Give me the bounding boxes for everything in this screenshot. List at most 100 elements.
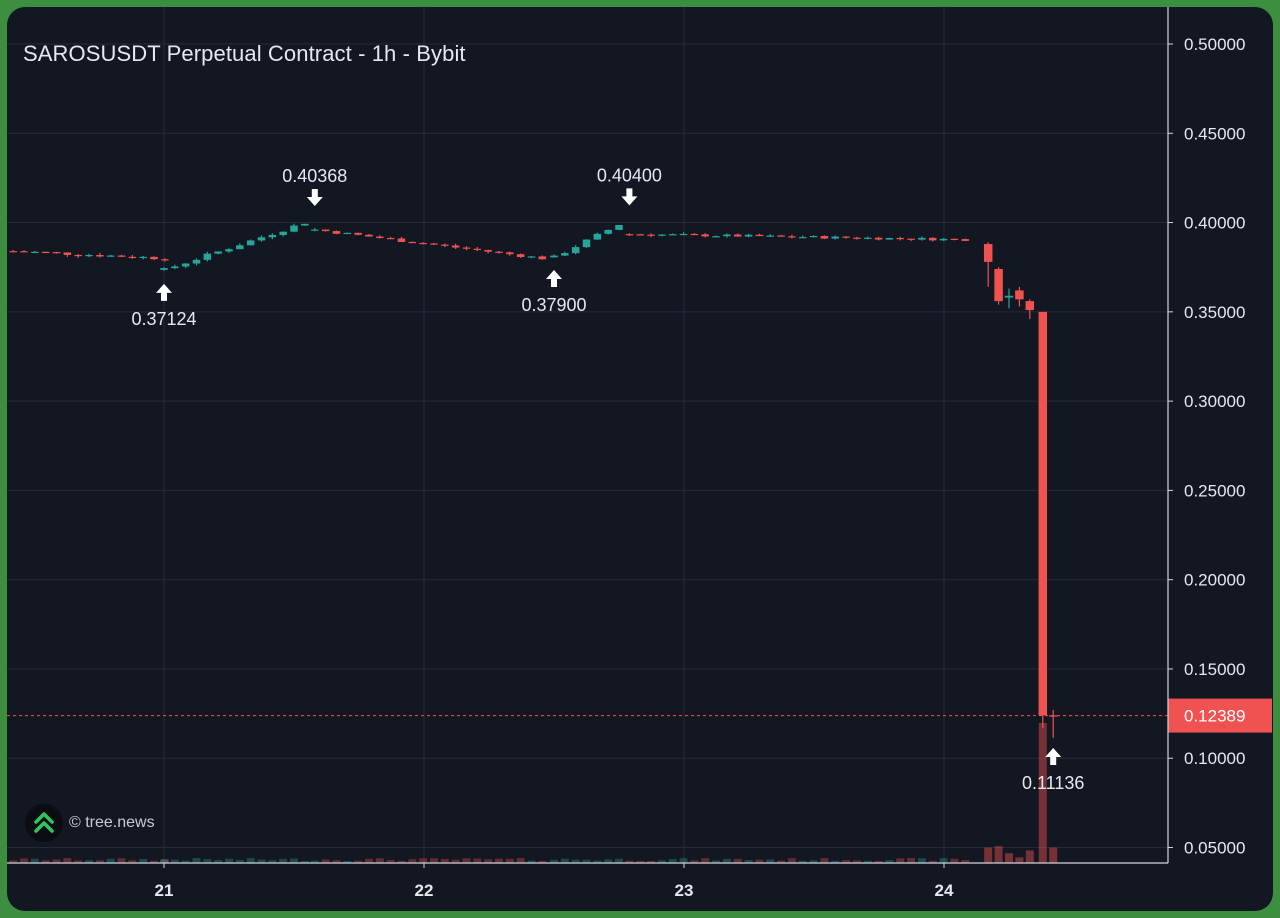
annotation-label: 0.11136	[1022, 773, 1084, 793]
volume-bar	[787, 858, 796, 863]
volume-bar	[1025, 850, 1034, 863]
candle-body	[885, 237, 894, 240]
candle-body	[593, 233, 602, 240]
volume-bar	[279, 858, 288, 863]
volume-bar	[300, 860, 309, 863]
y-tick-label: 0.35000	[1184, 303, 1245, 322]
volume-bar	[820, 858, 829, 863]
chart-title: SAROSUSDT Perpetual Contract - 1h - Bybi…	[23, 41, 466, 66]
candle-body	[506, 252, 514, 255]
candle-body	[658, 234, 666, 236]
candle-body	[290, 225, 298, 232]
candle-body	[20, 251, 28, 253]
candle-body	[723, 234, 731, 237]
volume-bar	[679, 858, 688, 863]
volume-bar	[984, 847, 993, 863]
chart-frame: 0.12389 0.37124 0.40368 0.37900 0.40400 0.11…	[7, 7, 1273, 911]
candle-body	[636, 234, 644, 236]
volume-bar	[852, 860, 861, 863]
volume-bar	[181, 860, 190, 863]
candle-body	[1015, 290, 1024, 300]
candle-body	[462, 247, 471, 249]
volume-bar	[538, 860, 547, 863]
volume-bar	[668, 859, 677, 863]
candle-body	[798, 237, 807, 239]
candle-body	[809, 235, 818, 238]
volume-bar	[777, 860, 786, 863]
y-tick-label: 0.30000	[1184, 392, 1245, 411]
candle-body	[1038, 311, 1048, 716]
candle-body	[430, 243, 438, 245]
candle-body	[31, 251, 39, 253]
candle-body	[701, 234, 709, 237]
price-annotations: 0.37124 0.40368 0.37900 0.40400 0.11136	[131, 165, 1084, 793]
volume-bar	[214, 859, 223, 863]
volume-bar	[52, 859, 61, 863]
volume-bars	[9, 723, 1058, 863]
candle-body	[777, 235, 785, 237]
candle-body	[225, 249, 233, 252]
volume-bar	[106, 858, 115, 863]
volume-bar	[1015, 857, 1024, 863]
volume-bar	[235, 859, 244, 863]
volume-bar	[41, 860, 50, 863]
candle-body	[538, 256, 547, 260]
volume-bar	[225, 858, 233, 863]
volume-bar	[440, 858, 449, 863]
price-chart[interactable]: 0.12389 0.37124 0.40368 0.37900 0.40400 0.11…	[7, 7, 1273, 911]
volume-bar	[928, 860, 937, 863]
volume-bar	[961, 860, 970, 863]
candle-body	[604, 229, 612, 234]
volume-bar	[375, 858, 384, 863]
candle-body	[236, 245, 244, 250]
volume-bar	[798, 860, 807, 863]
candle-body	[679, 233, 688, 236]
volume-bar	[615, 858, 623, 863]
candle-body	[301, 223, 309, 226]
x-tick-label: 24	[935, 881, 954, 900]
volume-bar	[63, 858, 72, 863]
volume-bar	[139, 859, 148, 863]
annotation-label: 0.40400	[597, 165, 662, 185]
volume-bar	[744, 859, 753, 863]
volume-bar	[494, 858, 503, 863]
last-price-label: 0.12389	[1184, 707, 1245, 726]
volume-bar	[842, 860, 851, 863]
y-tick-label: 0.25000	[1184, 481, 1245, 500]
arrow-up-icon	[1045, 747, 1062, 765]
y-tick-label: 0.45000	[1184, 124, 1245, 143]
volume-bar	[701, 858, 710, 863]
volume-bar	[582, 859, 591, 863]
volume-bar	[290, 858, 298, 863]
volume-bar	[657, 860, 666, 863]
candle-body	[961, 239, 969, 241]
volume-bar	[150, 860, 159, 863]
last-price-tag	[1168, 698, 1272, 733]
candle-body	[842, 236, 850, 238]
candle-body	[484, 249, 492, 252]
volume-bar	[907, 858, 916, 863]
annotation-label: 0.37900	[521, 295, 586, 315]
volume-bar	[354, 860, 363, 863]
candle-body	[939, 238, 948, 241]
candle-body	[831, 236, 839, 239]
y-tick-label: 0.15000	[1184, 660, 1245, 679]
annotation-label: 0.40368	[282, 166, 347, 186]
candle-body	[994, 268, 1003, 302]
volume-bar	[571, 859, 580, 863]
volume-bar	[1049, 847, 1058, 863]
chart-grid	[7, 7, 1168, 863]
candle-body	[408, 241, 417, 244]
candle-body	[561, 253, 569, 256]
candle-body	[853, 237, 861, 239]
volume-bar	[1038, 723, 1047, 863]
volume-bar	[896, 858, 905, 863]
candle-body	[161, 259, 169, 261]
candle-body	[192, 259, 201, 264]
candle-body	[744, 234, 753, 237]
volume-bar	[712, 860, 721, 863]
candle-body	[181, 263, 190, 267]
candle-body	[139, 256, 147, 259]
candle-body	[332, 231, 341, 234]
candle-body	[918, 237, 926, 240]
